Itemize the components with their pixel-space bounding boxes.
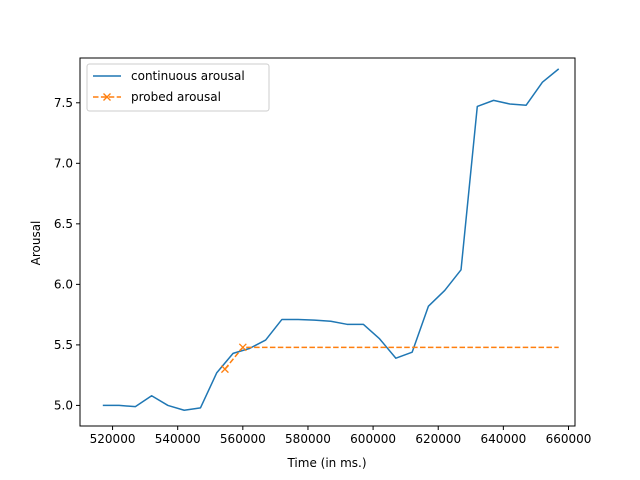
plot-area [102,68,560,412]
marker-stroke [220,365,229,374]
legend-marker [103,93,111,101]
plot-frame [79,57,576,427]
y-tick-label: 5.5 [54,338,73,352]
legend-label-1: probed arousal [131,90,221,104]
legend-label-0: continuous arousal [131,69,245,83]
x-tick-label: 660000 [546,432,592,446]
x-tick-label: 560000 [220,432,266,446]
x-tick-label: 620000 [415,432,461,446]
marker-stroke [238,343,247,352]
y-tick-label: 7.5 [54,96,73,110]
x-axis-title: Time (in ms.) [286,456,366,470]
legend: continuous arousal probed arousal [86,63,270,112]
series-point-marker [220,365,229,374]
x-tick-label: 600000 [350,432,396,446]
y-tick-label: 7.0 [54,156,73,170]
x-tick-label: 640000 [480,432,526,446]
y-tick-label: 6.0 [54,277,73,291]
x-tick-label: 520000 [90,432,136,446]
x-axis: 520000 540000 560000 580000 600000 620000 6400… [90,426,592,446]
y-tick-label: 5.0 [54,398,73,412]
series-point-marker [238,343,247,352]
x-tick-label: 540000 [155,432,201,446]
legend-box [86,63,270,112]
y-tick-label: 6.5 [54,217,73,231]
x-tick-label: 580000 [285,432,331,446]
series-line-0 [102,68,560,412]
y-axis: 5.0 5.5 6.0 6.5 7.0 7.5 [54,96,80,412]
y-axis-title: Arousal [29,221,43,266]
